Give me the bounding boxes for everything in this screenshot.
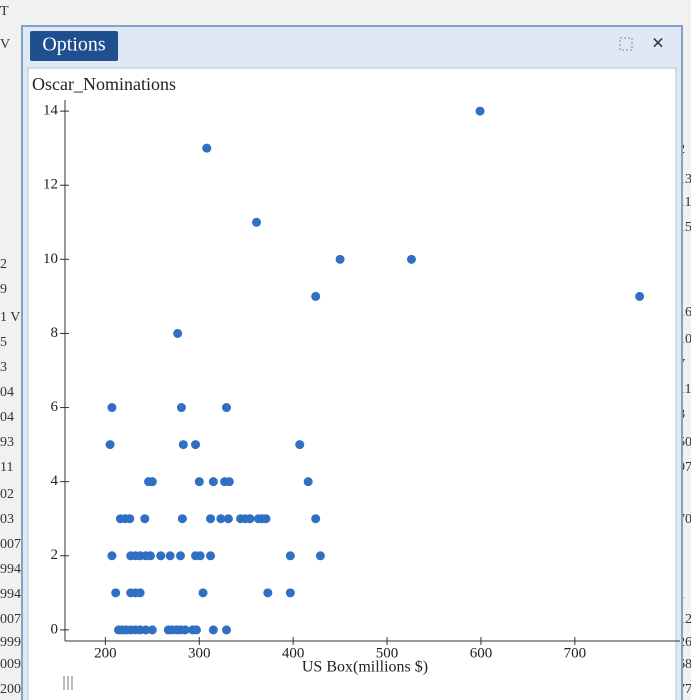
point	[261, 514, 271, 524]
left-cell: 3	[0, 360, 7, 375]
point	[107, 403, 117, 413]
y-tick-label: 0	[51, 621, 59, 637]
left-cell: 02	[0, 487, 14, 502]
x-tick-label: 600	[470, 645, 493, 661]
left-cell: 04	[0, 385, 14, 400]
point	[311, 514, 321, 524]
point	[111, 588, 121, 598]
point	[125, 514, 135, 524]
close-button[interactable]: ×	[652, 30, 665, 55]
point	[245, 514, 255, 524]
point	[208, 625, 218, 635]
point	[263, 588, 273, 598]
left-cell: 994	[0, 587, 21, 602]
left-cell: 11	[0, 460, 13, 475]
point	[475, 106, 485, 116]
left-cell: 007	[0, 612, 21, 627]
y-tick-label: 8	[51, 325, 59, 341]
point	[140, 514, 150, 524]
point	[252, 217, 262, 227]
y-tick-label: 4	[51, 473, 59, 489]
point	[191, 440, 201, 450]
left-cell: 93	[0, 435, 14, 450]
x-axis-label: US Box(millions $)	[302, 659, 428, 676]
point	[206, 514, 216, 524]
point	[315, 551, 325, 561]
point	[194, 477, 204, 487]
point	[295, 440, 305, 450]
point	[216, 514, 226, 524]
point	[105, 440, 115, 450]
point	[173, 328, 183, 338]
point	[165, 551, 175, 561]
expand-icon[interactable]	[619, 37, 633, 51]
x-tick-label: 300	[188, 645, 211, 661]
point	[135, 588, 145, 598]
point	[223, 514, 233, 524]
left-cell: T	[0, 4, 9, 19]
point	[635, 291, 645, 301]
left-cell: 994	[0, 562, 21, 577]
point	[208, 477, 218, 487]
point	[303, 477, 313, 487]
point	[147, 477, 157, 487]
point	[224, 477, 234, 487]
options-button[interactable]	[30, 31, 118, 61]
left-cell: 5	[0, 335, 7, 350]
grip	[63, 676, 73, 690]
point	[178, 440, 188, 450]
left-cell: V	[0, 37, 10, 52]
left-cell: 007	[0, 537, 21, 552]
point	[175, 551, 185, 561]
plot: 0 2 4 6 8 10 12 14 200 300 400 500 600 700	[43, 100, 680, 661]
left-cell: 9	[0, 282, 7, 297]
point	[195, 551, 205, 561]
y-tick-label: 6	[51, 399, 59, 415]
left-cell: 03	[0, 512, 14, 527]
options-label[interactable]: Options	[42, 34, 106, 56]
point	[141, 625, 151, 635]
point	[198, 588, 208, 598]
point	[107, 551, 117, 561]
y-tick-label: 12	[43, 177, 58, 193]
left-cell: 1 V	[0, 310, 20, 325]
x-tick-label: 700	[564, 645, 587, 661]
point	[176, 403, 186, 413]
x-tick-label: 500	[376, 645, 399, 661]
point	[406, 254, 416, 264]
point	[311, 291, 321, 301]
point	[202, 143, 212, 153]
plot-panel	[27, 67, 677, 700]
point	[285, 588, 295, 598]
left-cell: 009	[0, 657, 21, 672]
point	[335, 254, 345, 264]
point	[221, 625, 231, 635]
point	[156, 551, 166, 561]
point	[206, 551, 216, 561]
left-cell: 2	[0, 257, 7, 272]
x-tick-label: 400	[282, 645, 305, 661]
point	[285, 551, 295, 561]
point	[147, 625, 157, 635]
y-tick-label: 2	[51, 547, 59, 563]
y-tick-label: 10	[43, 251, 58, 267]
left-cell: 04	[0, 410, 14, 425]
point	[221, 403, 231, 413]
point	[145, 551, 155, 561]
x-tick-label: 200	[94, 645, 117, 661]
y-tick-label: 14	[43, 103, 59, 119]
point	[177, 514, 187, 524]
y-axis-label: Oscar_Nominations	[32, 74, 176, 94]
point	[191, 625, 201, 635]
point	[180, 625, 190, 635]
